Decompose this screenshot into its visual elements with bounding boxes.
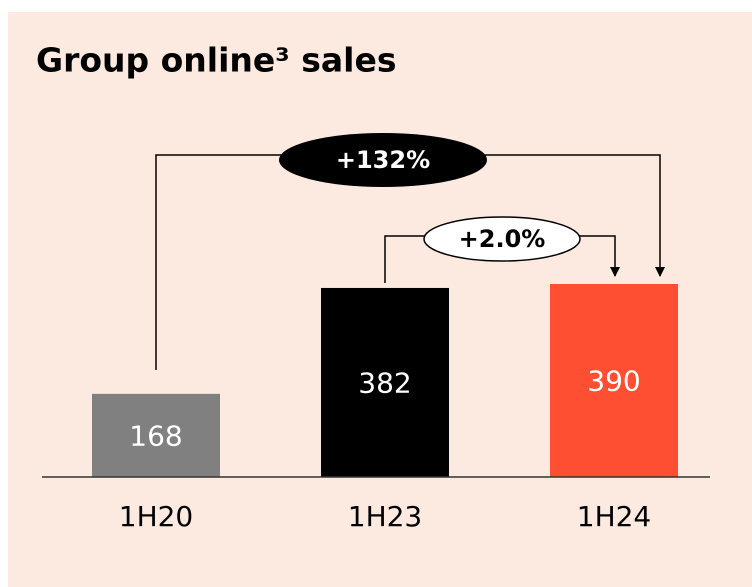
value-label: 382 bbox=[358, 366, 411, 399]
value-label: 168 bbox=[129, 419, 182, 452]
value-label: 390 bbox=[587, 365, 640, 398]
annotation-bubble bbox=[279, 133, 487, 187]
x-tick-label: 1H24 bbox=[577, 500, 652, 533]
x-tick-label: 1H23 bbox=[348, 500, 423, 533]
bar bbox=[92, 393, 220, 477]
bar bbox=[321, 287, 449, 477]
x-tick-label: 1H20 bbox=[119, 500, 194, 533]
bars: 168 382 390 bbox=[92, 284, 678, 477]
annotation-bubble bbox=[423, 216, 581, 262]
annotation: +2.0% bbox=[459, 225, 546, 253]
annotation: +132% bbox=[336, 146, 430, 174]
bar bbox=[550, 284, 678, 477]
chart-title: Group online³ sales bbox=[36, 41, 397, 80]
